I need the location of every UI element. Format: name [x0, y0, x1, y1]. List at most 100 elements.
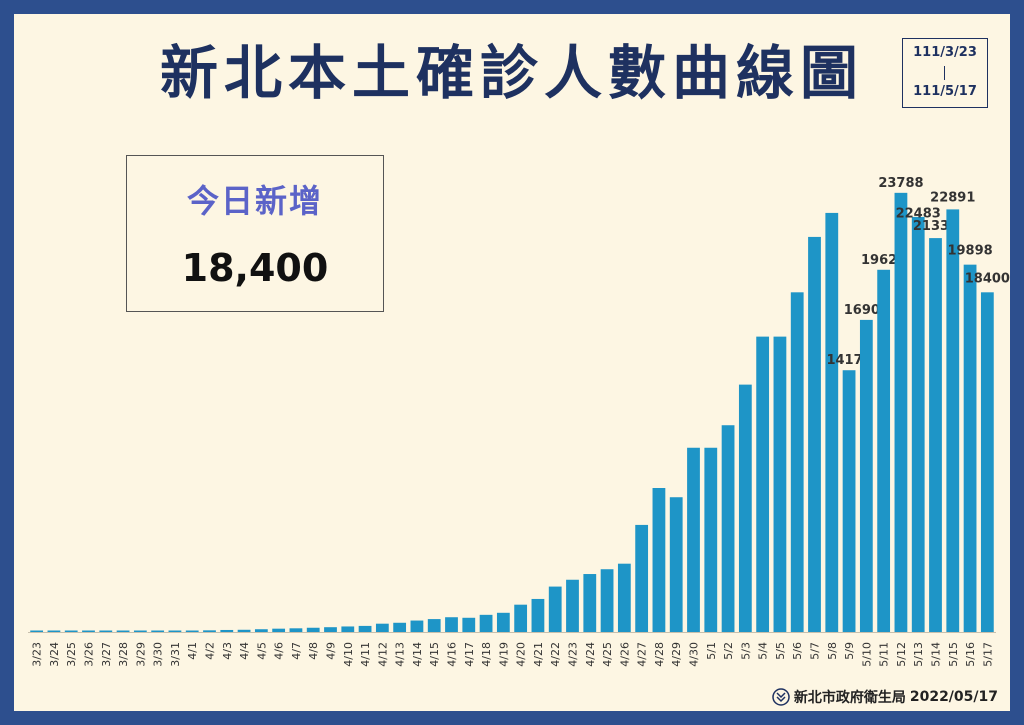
x-tick-label: 4/21	[532, 642, 545, 667]
bar-4/8	[306, 627, 320, 632]
x-tick-label: 4/9	[325, 642, 338, 660]
bar-4/20	[514, 604, 528, 632]
x-tick-label: 5/16	[964, 642, 977, 667]
x-tick-label: 4/28	[653, 642, 666, 667]
x-tick-label: 5/2	[722, 642, 735, 660]
x-tick-label: 3/30	[152, 642, 165, 667]
bar-5/16	[963, 264, 977, 632]
x-tick-label: 3/25	[65, 642, 78, 667]
footer-agency: 新北市政府衛生局	[793, 690, 906, 706]
bar-4/1	[185, 630, 199, 632]
x-tick-label: 4/26	[618, 642, 631, 667]
bar-5/1	[704, 447, 718, 632]
chart-panel: 新北本土確診人數曲線圖 111/3/23 111/5/17 今日新增 18,40…	[14, 14, 1010, 711]
x-tick-label: 4/29	[670, 642, 683, 667]
x-tick-label: 5/14	[930, 642, 943, 667]
x-tick-label: 3/27	[100, 642, 113, 667]
bar-5/8	[825, 212, 839, 633]
x-tick-label: 5/6	[791, 642, 804, 660]
x-tick-label: 4/8	[307, 642, 320, 660]
x-tick-label: 4/6	[273, 642, 286, 660]
bar-4/28	[652, 488, 666, 632]
x-tick-label: 5/13	[912, 642, 925, 667]
today-value: 18,400	[181, 246, 329, 290]
bar-chart: 3/23 3/24 3/25 3/26 3/27 3/28 3/29 3/30 3/31 4/1 4…	[28, 176, 1010, 667]
bar-4/23	[566, 579, 579, 632]
bar-5/12	[894, 192, 908, 632]
bar-4/16	[445, 617, 458, 632]
bar-5/17	[980, 292, 994, 632]
x-tick-label: 5/9	[843, 642, 856, 660]
x-tick-label: 4/11	[359, 642, 372, 667]
data-label-5/15: 22891	[930, 190, 975, 205]
x-tick-label: 4/27	[636, 642, 649, 667]
data-label-5/12: 23788	[878, 176, 923, 191]
x-tick-label: 5/5	[774, 642, 787, 660]
bar-4/19	[496, 612, 510, 632]
bar-4/21	[531, 598, 545, 632]
data-label-5/13: 22483	[896, 206, 941, 221]
x-tick-label: 4/3	[221, 642, 234, 660]
bar-4/9	[324, 627, 337, 632]
x-tick-label: 3/29	[134, 642, 147, 667]
x-tick-label: 4/24	[584, 642, 597, 667]
x-tick-label: 4/5	[255, 642, 268, 660]
bar-3/27	[99, 630, 113, 632]
date-range-separator	[944, 66, 945, 80]
x-tick-label: 5/11	[878, 642, 891, 667]
bar-4/26	[617, 563, 631, 632]
x-tick-label: 3/31	[169, 642, 182, 667]
bar-4/24	[583, 574, 597, 632]
bar-3/29	[133, 630, 147, 632]
bar-5/14	[929, 238, 942, 632]
bar-3/28	[116, 630, 130, 632]
bar-5/6	[790, 292, 804, 632]
bar-4/5	[254, 629, 268, 632]
bar-3/23	[30, 630, 44, 632]
bar-5/4	[756, 336, 770, 632]
x-tick-label: 5/1	[705, 642, 718, 660]
x-tick-label: 4/23	[567, 642, 580, 667]
bar-4/10	[341, 626, 355, 632]
x-tick-label: 4/30	[688, 642, 701, 667]
x-tick-label: 4/16	[446, 642, 459, 667]
x-tick-label: 4/19	[497, 642, 510, 667]
bar-5/13	[911, 216, 925, 632]
bar-4/13	[393, 622, 407, 632]
x-tick-label: 5/4	[757, 642, 770, 660]
bar-4/27	[635, 524, 649, 632]
x-tick-label: 4/20	[515, 642, 528, 667]
x-tick-label: 4/12	[376, 642, 389, 667]
x-tick-label: 3/28	[117, 642, 130, 667]
x-tick-label: 5/8	[826, 642, 839, 660]
bar-3/31	[168, 630, 182, 632]
bar-3/26	[82, 630, 95, 632]
bar-5/3	[738, 384, 752, 632]
bar-3/30	[151, 630, 165, 632]
x-tick-label: 3/26	[83, 642, 96, 667]
bar-4/14	[410, 620, 424, 632]
bar-4/11	[358, 625, 372, 632]
footer: 新北市政府衛生局 2022/05/17	[772, 687, 998, 707]
x-tick-label: 4/14	[411, 642, 424, 667]
x-tick-label: 3/24	[48, 642, 61, 667]
bar-5/7	[808, 236, 821, 633]
bar-5/15	[946, 209, 960, 632]
x-tick-label: 4/4	[238, 642, 251, 660]
bar-4/4	[237, 629, 251, 632]
x-tick-label: 4/2	[204, 642, 217, 660]
bar-4/2	[203, 630, 216, 632]
x-tick-label: 5/15	[947, 642, 960, 667]
bar-4/15	[427, 619, 441, 632]
bar-4/25	[600, 569, 614, 632]
bar-4/7	[289, 628, 303, 632]
x-tick-label: 4/18	[480, 642, 493, 667]
x-tick-label: 4/13	[394, 642, 407, 667]
bar-3/25	[64, 630, 78, 632]
bar-4/30	[687, 447, 700, 632]
today-label: 今日新增	[186, 182, 323, 220]
bar-5/2	[721, 425, 735, 632]
x-tick-label: 4/10	[342, 642, 355, 667]
bar-5/10	[859, 319, 873, 632]
x-tick-label: 4/15	[428, 642, 441, 667]
